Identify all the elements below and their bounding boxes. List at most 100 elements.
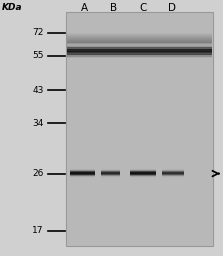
Bar <box>130 177 156 178</box>
Bar <box>130 172 156 173</box>
Bar <box>101 172 120 173</box>
Bar <box>70 175 95 176</box>
Bar <box>66 12 213 246</box>
Bar <box>101 176 120 177</box>
Bar <box>70 172 95 173</box>
Bar <box>70 171 95 172</box>
Bar <box>67 43 212 44</box>
Text: KDa: KDa <box>2 3 23 12</box>
Bar <box>130 170 156 171</box>
Bar <box>67 38 212 39</box>
Bar <box>67 54 212 55</box>
Text: D: D <box>168 3 176 13</box>
Bar <box>130 168 156 169</box>
Bar <box>67 49 212 50</box>
Bar <box>67 40 212 41</box>
Bar <box>130 176 156 177</box>
Bar <box>130 168 156 169</box>
Bar <box>70 176 95 177</box>
Bar <box>67 34 212 35</box>
Bar <box>67 38 212 39</box>
Bar <box>162 170 184 171</box>
Bar <box>162 176 184 177</box>
Bar <box>67 37 212 38</box>
Bar <box>67 42 212 43</box>
Bar <box>70 174 95 175</box>
Bar <box>130 177 156 178</box>
Bar <box>130 174 156 175</box>
Bar <box>67 34 212 35</box>
Bar <box>130 174 156 175</box>
Text: 43: 43 <box>32 86 43 95</box>
Bar <box>162 177 184 178</box>
Bar <box>67 55 212 56</box>
Text: 55: 55 <box>32 51 43 60</box>
Bar <box>67 53 212 54</box>
Bar <box>67 51 212 52</box>
Bar <box>101 177 120 178</box>
Text: C: C <box>139 3 147 13</box>
Bar <box>162 174 184 175</box>
Bar <box>101 168 120 169</box>
Bar <box>67 33 212 34</box>
Bar <box>101 170 120 171</box>
Bar <box>101 175 120 176</box>
Text: B: B <box>110 3 117 13</box>
Bar <box>162 171 184 172</box>
Bar <box>67 41 212 42</box>
Bar <box>101 176 120 177</box>
Bar <box>67 44 212 45</box>
Bar <box>70 173 95 174</box>
Bar <box>70 175 95 176</box>
Bar <box>67 45 212 46</box>
Bar <box>70 170 95 171</box>
Bar <box>130 176 156 177</box>
Text: 17: 17 <box>32 226 43 236</box>
Bar <box>70 177 95 178</box>
Bar <box>130 170 156 171</box>
Bar <box>130 171 156 172</box>
Bar <box>162 172 184 173</box>
Bar <box>67 45 212 46</box>
Bar <box>162 169 184 170</box>
Bar <box>67 37 212 38</box>
Bar <box>101 175 120 176</box>
Bar <box>67 35 212 36</box>
Bar <box>67 36 212 37</box>
Text: 34: 34 <box>32 119 43 128</box>
Bar <box>162 176 184 177</box>
Bar <box>101 169 120 170</box>
Bar <box>101 168 120 169</box>
Bar <box>130 173 156 174</box>
Bar <box>162 175 184 176</box>
Bar <box>67 35 212 36</box>
Bar <box>162 168 184 169</box>
Text: A: A <box>81 3 88 13</box>
Bar <box>101 173 120 174</box>
Bar <box>67 47 212 48</box>
Bar <box>70 173 95 174</box>
Text: 72: 72 <box>32 28 43 37</box>
Bar <box>130 175 156 176</box>
Bar <box>70 176 95 177</box>
Bar <box>101 177 120 178</box>
Bar <box>162 175 184 176</box>
Bar <box>101 171 120 172</box>
Bar <box>67 51 212 52</box>
Bar <box>101 170 120 171</box>
Bar <box>70 168 95 169</box>
Bar <box>67 39 212 40</box>
Bar <box>162 177 184 178</box>
Bar <box>67 39 212 40</box>
Bar <box>70 174 95 175</box>
Bar <box>67 56 212 57</box>
Bar <box>70 169 95 170</box>
Bar <box>67 50 212 51</box>
Bar <box>101 173 120 174</box>
Text: 26: 26 <box>32 169 43 178</box>
Bar <box>67 33 212 34</box>
Bar <box>67 40 212 41</box>
Bar <box>101 174 120 175</box>
Bar <box>70 177 95 178</box>
Bar <box>162 173 184 174</box>
